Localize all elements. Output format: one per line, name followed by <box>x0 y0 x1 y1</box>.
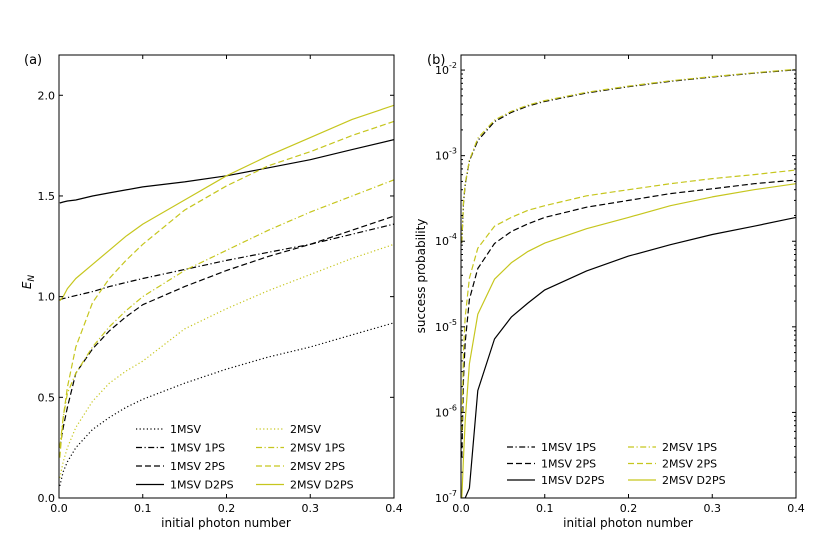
panel-a-legend: 1MSV 1MSV 1PS 1MSV 2PS 1MSV D2PS 2MSV 2MSV 1P… <box>136 423 354 492</box>
panel-b-xtick-label-1: 0.1 <box>536 502 554 515</box>
panel-b-xtick-label-3: 0.3 <box>704 502 722 515</box>
panel-b-legend-label-0: 1MSV 1PS <box>541 441 596 454</box>
panel-a-legend-label-0: 1MSV <box>170 423 201 436</box>
panel-a-series-4-line <box>59 243 394 479</box>
panel-a-label: (a) <box>24 53 42 68</box>
panel-a: 0.0 0.1 0.2 0.3 0.4 0.0 0.5 1.0 1.5 2.0 (a) initi… <box>20 53 403 530</box>
panel-b-series-2-line <box>461 216 796 498</box>
panel-a-series-5-line <box>59 179 394 448</box>
panel-b-ytick-label-1: 10-6 <box>435 403 457 419</box>
panel-a-legend-label-7: 2MSV D2PS <box>290 479 354 492</box>
panel-a-ylabel-sub: N <box>27 275 37 282</box>
panel-b-ytick-mantissa-1: 10 <box>435 406 449 419</box>
panel-b-legend-label-4: 2MSV 2PS <box>662 458 717 471</box>
panel-a-legend-label-3: 1MSV D2PS <box>170 479 234 492</box>
panel-a-series-3-line <box>59 139 394 204</box>
panel-b-ytick-mantissa-4: 10 <box>435 150 449 163</box>
panel-b-ytick-label-5: 10-2 <box>435 61 457 77</box>
panel-a-ytick-label-0: 0.0 <box>38 492 56 505</box>
panel-b: 0.0 0.1 0.2 0.3 0.410-710-610-510-410-310-2 … <box>414 53 805 530</box>
panel-b-ytick-label-0: 10-7 <box>435 489 457 505</box>
panel-b-frame <box>460 54 797 499</box>
panel-b-ytick-label-2: 10-5 <box>435 318 457 334</box>
panel-a-legend-label-6: 2MSV 2PS <box>290 460 345 473</box>
panel-a-ytick-label-4: 2.0 <box>38 89 56 102</box>
panel-a-series-2-line <box>59 215 394 448</box>
panel-a-series-7-line <box>59 104 394 302</box>
panel-b-ylabel: success probability <box>414 219 428 334</box>
panel-a-series-6-line <box>59 120 394 458</box>
panel-a-series-1-line <box>59 223 394 301</box>
panel-b-series-1-line <box>461 179 796 458</box>
panel-a-series-0-line <box>59 322 394 487</box>
panel-b-ytick-label-4: 10-3 <box>435 147 457 163</box>
panel-b-ytick-mantissa-3: 10 <box>435 235 449 248</box>
panel-a-axes: 0.0 0.1 0.2 0.3 0.4 0.0 0.5 1.0 1.5 2.0 <box>38 55 403 515</box>
panel-b-series-4-line <box>461 169 796 432</box>
panel-a-legend-label-5: 2MSV 1PS <box>290 442 345 455</box>
panel-b-label: (b) <box>427 53 445 68</box>
panel-a-legend-label-4: 2MSV <box>290 423 321 436</box>
panel-b-series-3-line <box>461 68 796 243</box>
panel-a-xtick-label-4: 0.4 <box>385 502 403 515</box>
panel-b-ytick-mantissa-2: 10 <box>435 321 449 334</box>
panel-a-xtick-label-1: 0.1 <box>134 502 152 515</box>
panel-a-frame <box>58 54 395 499</box>
panel-b-ytick-exponent-3: -4 <box>449 232 457 241</box>
panel-a-xtick-label-3: 0.3 <box>302 502 320 515</box>
panel-b-ytick-exponent-4: -3 <box>449 147 457 156</box>
panel-a-ylabel-main: E <box>20 281 34 289</box>
panel-b-series <box>461 68 796 498</box>
panel-b-xtick-label-2: 0.2 <box>620 502 638 515</box>
panel-b-ytick-mantissa-5: 10 <box>435 64 449 77</box>
panel-a-ytick-label-1: 0.5 <box>38 391 56 404</box>
panel-b-series-5-line <box>461 183 796 498</box>
panel-b-legend-label-5: 2MSV D2PS <box>662 474 726 487</box>
panel-b-legend-label-2: 1MSV D2PS <box>541 474 605 487</box>
panel-a-xtick-label-0: 0.0 <box>50 502 68 515</box>
panel-b-xtick-label-0: 0.0 <box>452 502 470 515</box>
panel-b-xtick-label-4: 0.4 <box>787 502 805 515</box>
panel-a-xlabel: initial photon number <box>161 516 291 530</box>
panel-a-xtick-label-2: 0.2 <box>218 502 236 515</box>
panel-b-ytick-mantissa-0: 10 <box>435 492 449 505</box>
panel-a-legend-label-2: 1MSV 2PS <box>170 460 225 473</box>
panel-b-xlabel: initial photon number <box>563 516 693 530</box>
panel-b-ytick-exponent-0: -7 <box>449 489 457 498</box>
panel-b-legend: 1MSV 1PS 1MSV 2PS 1MSV D2PS 2MSV 1PS 2MSV 2P… <box>507 441 726 487</box>
panel-b-ytick-label-3: 10-4 <box>435 232 457 248</box>
panel-a-ytick-label-2: 1.0 <box>38 291 56 304</box>
panel-a-legend-label-1: 1MSV 1PS <box>170 442 225 455</box>
panel-a-series <box>59 104 394 487</box>
panel-b-ytick-exponent-1: -6 <box>449 403 457 412</box>
panel-a-ytick-label-3: 1.5 <box>38 190 56 203</box>
panel-b-ytick-exponent-5: -2 <box>449 61 457 70</box>
panel-a-ylabel: EN <box>20 275 37 290</box>
panel-b-legend-label-1: 1MSV 2PS <box>541 458 596 471</box>
panel-b-legend-label-3: 2MSV 1PS <box>662 441 717 454</box>
panel-b-ytick-exponent-2: -5 <box>449 318 457 327</box>
